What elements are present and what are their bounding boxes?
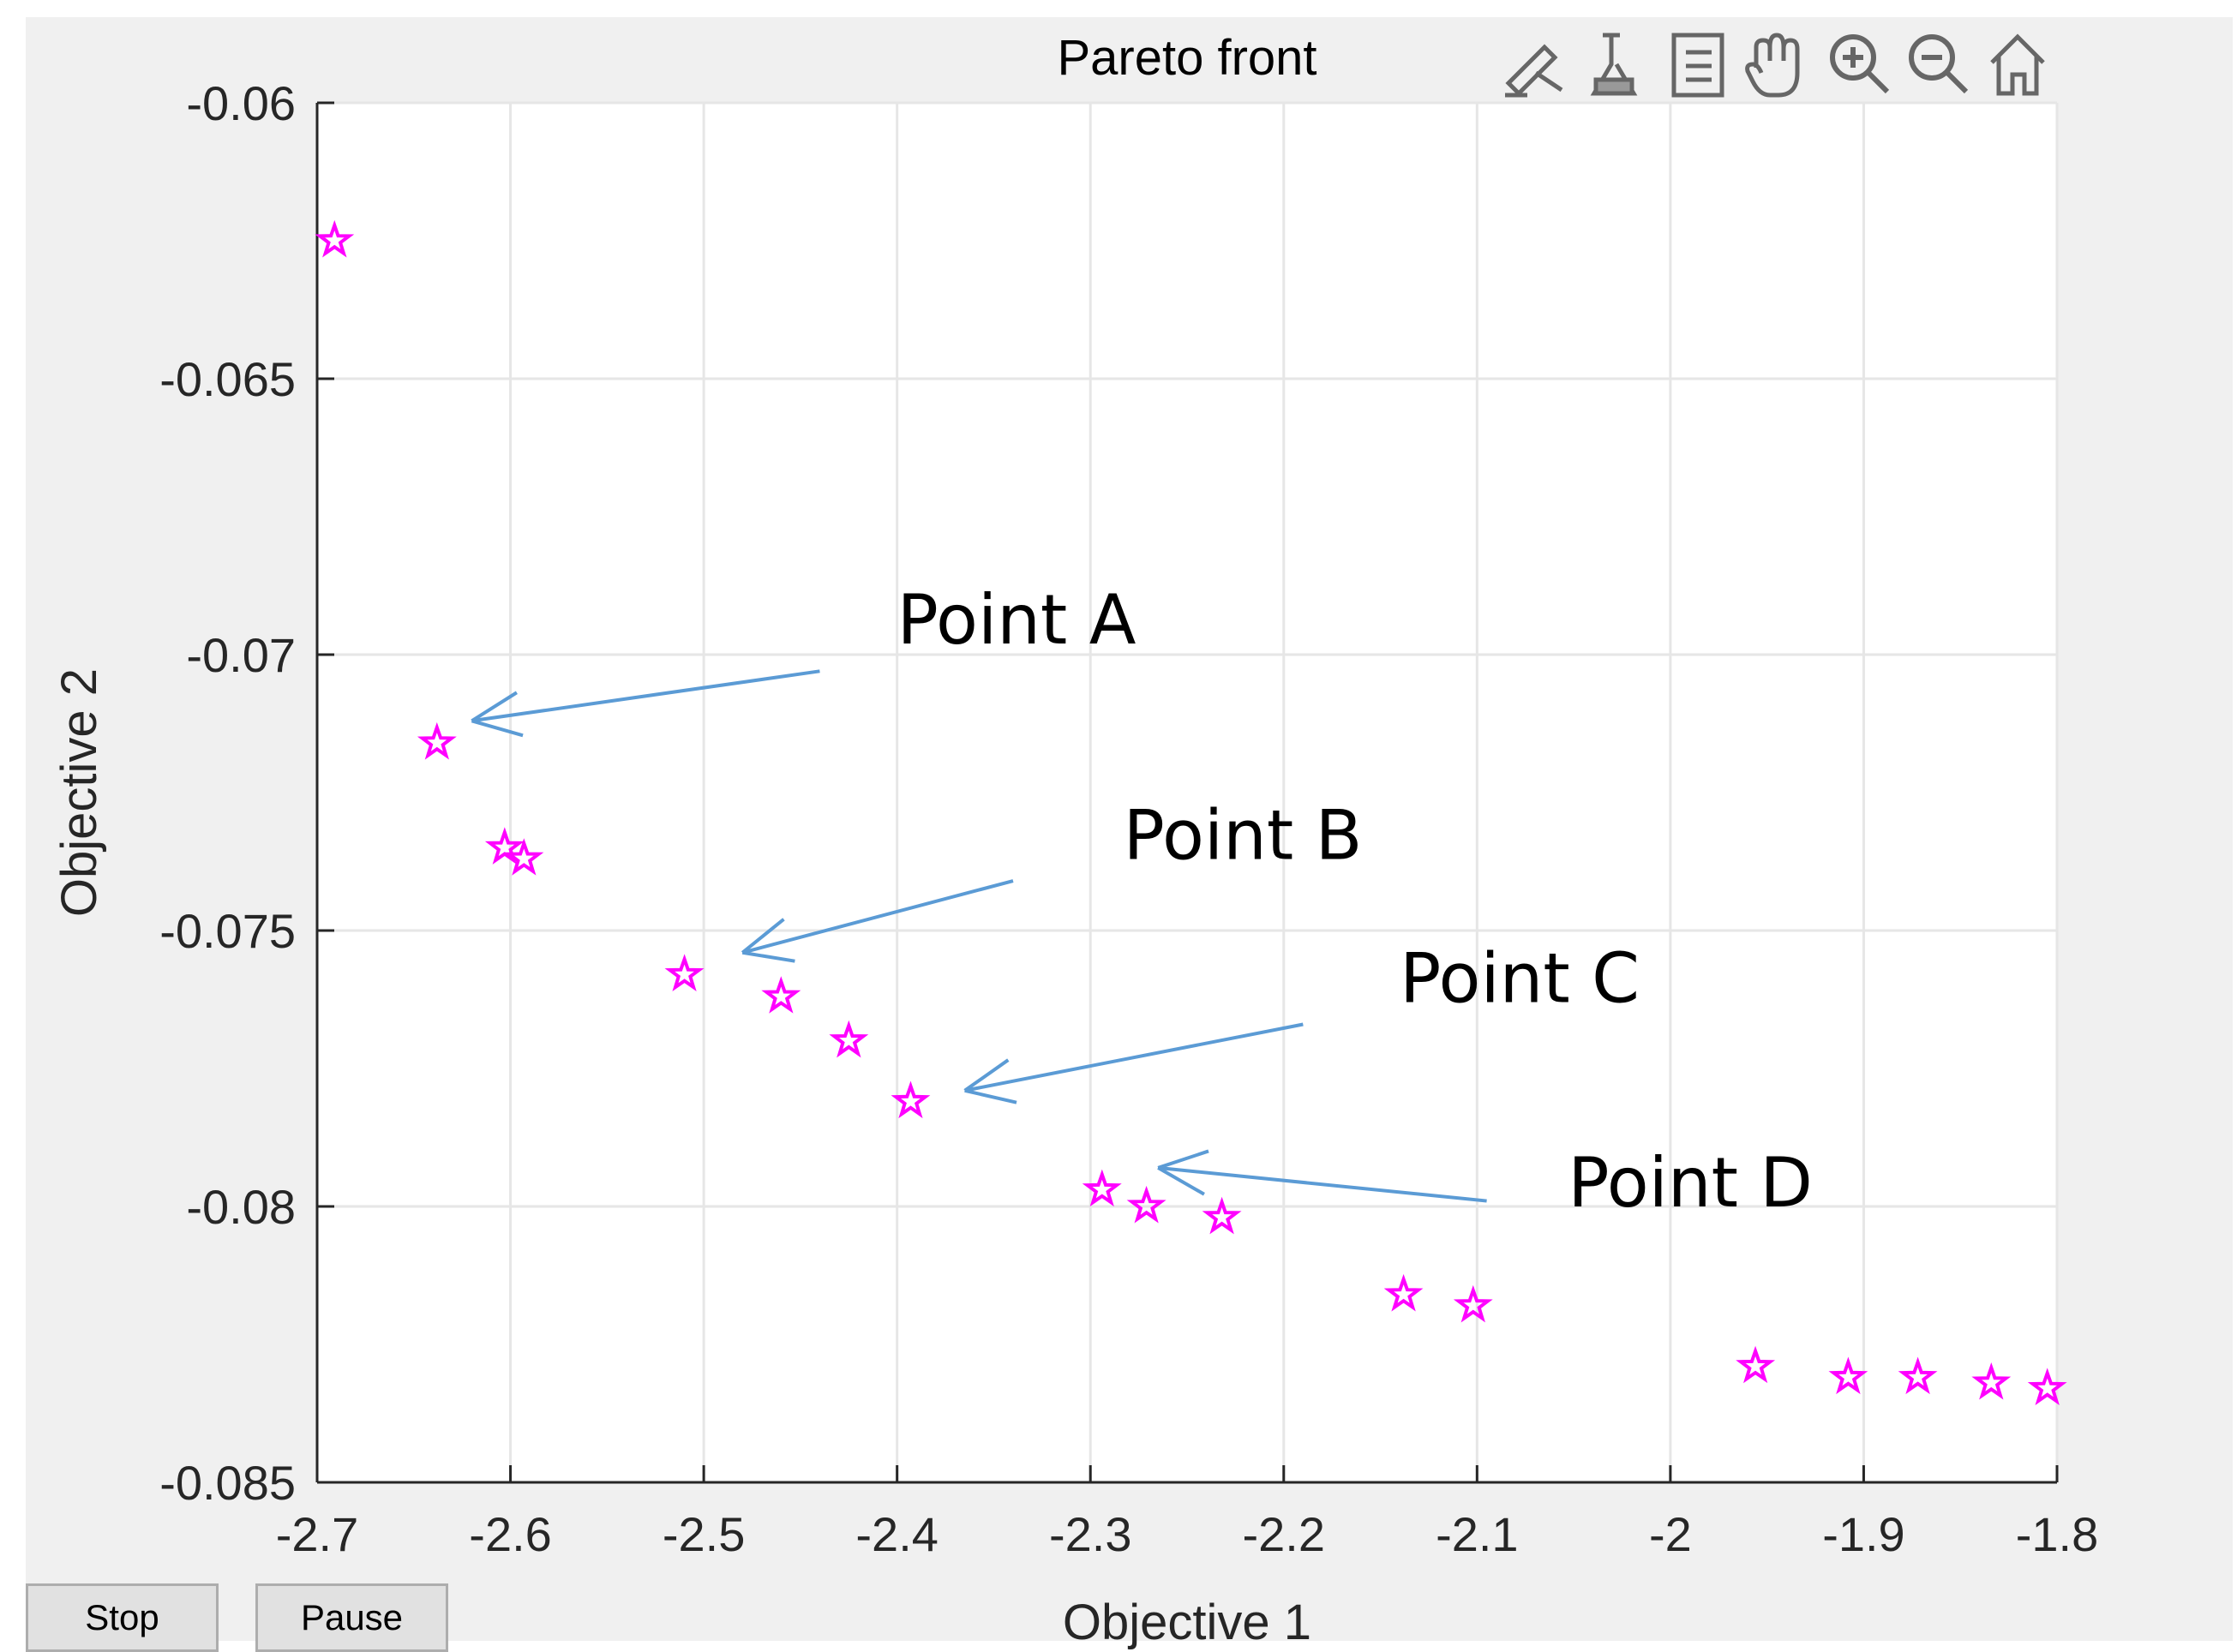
pareto-point bbox=[1736, 1345, 1776, 1384]
x-tick-label: -2.5 bbox=[663, 1507, 746, 1561]
x-tick-label: -2 bbox=[1649, 1507, 1692, 1561]
annotation-arrow bbox=[964, 1022, 1304, 1092]
pareto-point bbox=[1202, 1196, 1242, 1235]
x-tick-label: -2.6 bbox=[469, 1507, 552, 1561]
annotation-arrowhead bbox=[741, 918, 785, 955]
data-tip-icon[interactable] bbox=[1590, 33, 1638, 96]
grid-lines bbox=[315, 101, 2059, 1484]
x-tick-label: -2.7 bbox=[276, 1507, 359, 1561]
pareto-point bbox=[504, 838, 544, 876]
annotation-label: Point C bbox=[1400, 939, 1640, 1019]
pareto-point bbox=[1898, 1356, 1938, 1395]
annotation-arrowhead bbox=[963, 1058, 1010, 1092]
annotation-arrowhead bbox=[471, 719, 524, 738]
stop-button[interactable]: Stop bbox=[26, 1583, 219, 1652]
pareto-point bbox=[1126, 1185, 1166, 1224]
x-tick-label: -2.3 bbox=[1049, 1507, 1132, 1561]
pareto-point bbox=[417, 721, 457, 760]
pareto-point bbox=[664, 954, 705, 992]
x-tick-label: -2.2 bbox=[1243, 1507, 1326, 1561]
annotation-arrowhead bbox=[1157, 1166, 1205, 1196]
plot-area bbox=[317, 103, 2057, 1482]
chart-title: Pareto front bbox=[1057, 30, 1316, 86]
y-tick-label: -0.085 bbox=[159, 1456, 296, 1510]
y-tick-label: -0.075 bbox=[159, 904, 296, 958]
annotation-arrowhead bbox=[471, 691, 518, 722]
brush-icon[interactable] bbox=[1505, 44, 1563, 98]
x-axis-label: Objective 1 bbox=[1063, 1595, 1311, 1650]
annotations: Point A Point B Point C Point D bbox=[471, 580, 1813, 1223]
annotation-arrow bbox=[741, 879, 1014, 955]
pareto-point bbox=[1383, 1273, 1424, 1312]
y-axis-label: Objective 2 bbox=[51, 668, 107, 917]
pareto-point bbox=[761, 976, 801, 1014]
pan-hand-icon[interactable] bbox=[1745, 33, 1800, 98]
annotation-arrowhead bbox=[741, 950, 795, 963]
y-tick-label: -0.08 bbox=[186, 1180, 296, 1234]
pareto-point bbox=[2027, 1368, 2067, 1406]
pareto-point bbox=[484, 827, 525, 865]
y-tick-label: -0.06 bbox=[186, 76, 296, 130]
x-tick-label: -2.1 bbox=[1436, 1507, 1519, 1561]
pareto-point bbox=[1971, 1362, 2012, 1400]
zoom-in-icon[interactable] bbox=[1830, 34, 1890, 94]
annotation-label: Point A bbox=[897, 580, 1136, 660]
pareto-point bbox=[891, 1080, 931, 1119]
pause-button[interactable]: Pause bbox=[255, 1583, 448, 1652]
pareto-point bbox=[829, 1020, 869, 1058]
annotation-arrowhead bbox=[964, 1088, 1017, 1104]
pareto-point bbox=[1082, 1169, 1122, 1207]
y-tick-label: -0.07 bbox=[186, 628, 296, 682]
x-tick-label: -2.4 bbox=[855, 1507, 939, 1561]
pareto-point bbox=[1453, 1284, 1493, 1323]
pareto-point bbox=[1828, 1356, 1868, 1395]
legend-icon[interactable] bbox=[1671, 33, 1724, 98]
y-tick-label: -0.065 bbox=[159, 352, 296, 406]
home-icon[interactable] bbox=[1990, 33, 2045, 96]
pareto-point bbox=[315, 219, 355, 258]
annotation-arrowhead bbox=[1157, 1149, 1209, 1170]
tick-labels: -2.7 -2.6 -2.5 -2.4 -2.3 -2.2 -2.1 -2 -1.9 -1.8 -0… bbox=[159, 76, 2098, 1561]
annotation-label: Point D bbox=[1568, 1143, 1813, 1223]
annotation-label: Point B bbox=[1124, 795, 1363, 875]
axes bbox=[315, 101, 2059, 1484]
zoom-out-icon[interactable] bbox=[1909, 34, 1969, 94]
annotation-arrow bbox=[1157, 1165, 1487, 1203]
data-points bbox=[315, 219, 2067, 1406]
annotation-arrow bbox=[471, 669, 820, 723]
x-tick-label: -1.9 bbox=[1822, 1507, 1905, 1561]
x-tick-label: -1.8 bbox=[2016, 1507, 2099, 1561]
